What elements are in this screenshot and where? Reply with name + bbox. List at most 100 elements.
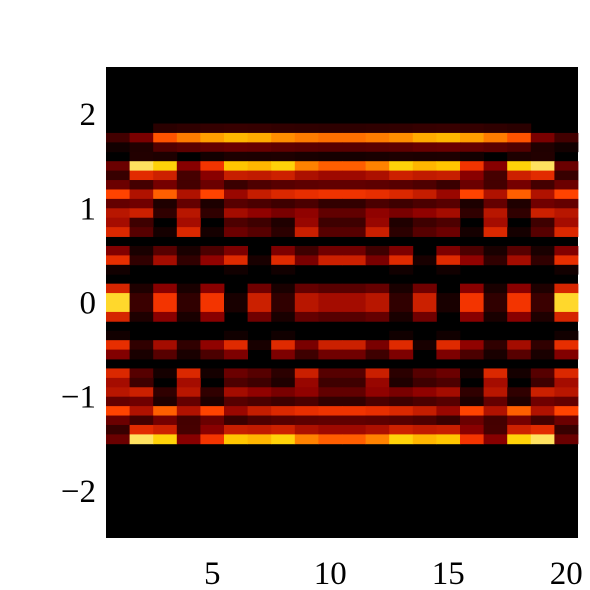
heatmap-cell	[436, 434, 461, 445]
heatmap-cell	[342, 387, 366, 398]
heatmap-cell	[342, 198, 366, 209]
heatmap-cell	[176, 132, 201, 143]
heatmap-cell	[507, 340, 532, 350]
heatmap-cell	[412, 161, 437, 172]
heatmap-cell	[554, 227, 579, 237]
heatmap-cell	[318, 349, 343, 360]
heatmap-cell	[483, 180, 508, 190]
heatmap-cell	[294, 161, 319, 172]
heatmap-cell	[507, 189, 532, 200]
heatmap-cell	[554, 189, 579, 200]
heatmap-cell	[271, 368, 296, 379]
x-tick-label: 10	[314, 556, 347, 590]
heatmap-cell	[554, 302, 579, 313]
heatmap-cell	[224, 349, 248, 360]
heatmap-cell	[530, 396, 555, 407]
heatmap-cell	[554, 217, 579, 228]
heatmap-cell	[554, 283, 579, 294]
heatmap-cell	[530, 180, 555, 190]
heatmap-cell	[507, 170, 532, 181]
heatmap-cell	[460, 132, 484, 143]
heatmap-cell	[460, 189, 484, 200]
heatmap-cell	[318, 132, 343, 143]
heatmap-cell	[483, 396, 508, 407]
heatmap-cell	[271, 151, 296, 162]
heatmap-cell	[460, 151, 484, 162]
heatmap-cell	[554, 340, 579, 350]
heatmap-cell	[389, 189, 414, 200]
heatmap-cell	[460, 208, 484, 219]
heatmap-cell	[200, 151, 225, 162]
heatmap-cell	[200, 368, 225, 379]
heatmap-cell	[389, 311, 414, 322]
heatmap-cell	[294, 180, 319, 190]
heatmap-cell	[412, 180, 437, 190]
heatmap-cell	[436, 189, 461, 200]
heatmap-cell	[247, 377, 272, 388]
heatmap-cell	[389, 255, 414, 266]
heatmap-cell	[554, 245, 579, 256]
heatmap-cell	[365, 142, 390, 153]
heatmap-cell	[129, 293, 154, 303]
heatmap-cell	[247, 132, 272, 143]
heatmap-cell	[247, 123, 272, 134]
heatmap-cell	[436, 198, 461, 209]
heatmap-cell	[153, 406, 178, 416]
heatmap-cell	[200, 132, 225, 143]
heatmap-cell	[530, 161, 555, 172]
heatmap-cell	[460, 302, 484, 313]
heatmap-cell	[294, 424, 319, 435]
x-tick-label: 15	[432, 556, 465, 590]
heatmap-cell	[507, 123, 532, 134]
heatmap-cell	[129, 424, 154, 435]
heatmap-cell	[200, 170, 225, 181]
heatmap-cell	[294, 189, 319, 200]
heatmap-cell	[176, 311, 201, 322]
heatmap-cell	[412, 377, 437, 388]
heatmap-cell	[554, 132, 579, 143]
heatmap-cell	[318, 170, 343, 181]
heatmap-cell	[224, 255, 248, 266]
heatmap-cell	[318, 161, 343, 172]
heatmap-cell	[200, 245, 225, 256]
heatmap-cell	[507, 311, 532, 322]
heatmap-cell	[153, 255, 178, 266]
heatmap-cell	[530, 283, 555, 294]
heatmap-cell	[247, 180, 272, 190]
heatmap-cell	[271, 340, 296, 350]
heatmap-cell	[153, 189, 178, 200]
heatmap-cell	[271, 264, 296, 275]
heatmap-cell	[389, 245, 414, 256]
y-tick-label: 1	[80, 191, 97, 227]
heatmap-cell	[294, 349, 319, 360]
heatmap-cell	[153, 161, 178, 172]
heatmap-cell	[554, 424, 579, 435]
heatmap-cell	[389, 142, 414, 153]
heatmap-cell	[389, 208, 414, 219]
heatmap-cell	[129, 198, 154, 209]
heatmap-cell	[365, 311, 390, 322]
heatmap-cell	[365, 387, 390, 398]
heatmap-cell	[224, 424, 248, 435]
heatmap-cell	[106, 227, 130, 237]
heatmap-cell	[342, 396, 366, 407]
heatmap-cell	[483, 123, 508, 134]
heatmap-cell	[294, 123, 319, 134]
heatmap-cell	[436, 227, 461, 237]
heatmap-cell	[507, 396, 532, 407]
heatmap-cell	[342, 293, 366, 303]
heatmap-cell	[460, 255, 484, 266]
heatmap-cell	[271, 161, 296, 172]
heatmap-cell	[247, 340, 272, 350]
heatmap-cell	[153, 245, 178, 256]
heatmap-cell	[271, 415, 296, 426]
heatmap-cell	[554, 311, 579, 322]
heatmap-cell	[483, 311, 508, 322]
heatmap-cell	[365, 302, 390, 313]
heatmap-cell	[247, 396, 272, 407]
heatmap-cell	[106, 387, 130, 398]
heatmap-cell	[483, 434, 508, 445]
heatmap-cell	[176, 123, 201, 134]
heatmap-cell	[176, 406, 201, 416]
heatmap-cell	[153, 396, 178, 407]
